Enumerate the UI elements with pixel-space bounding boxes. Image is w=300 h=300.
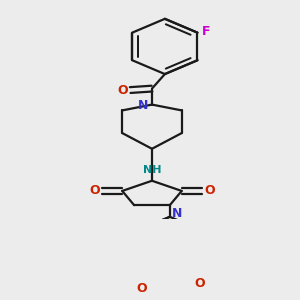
Text: O: O: [117, 84, 128, 97]
Text: N: N: [172, 207, 182, 220]
Text: O: O: [194, 277, 205, 290]
Text: NH: NH: [143, 166, 161, 176]
Text: F: F: [201, 25, 210, 38]
Text: O: O: [89, 184, 100, 197]
Text: O: O: [137, 281, 147, 295]
Text: N: N: [138, 99, 148, 112]
Text: O: O: [204, 184, 215, 197]
